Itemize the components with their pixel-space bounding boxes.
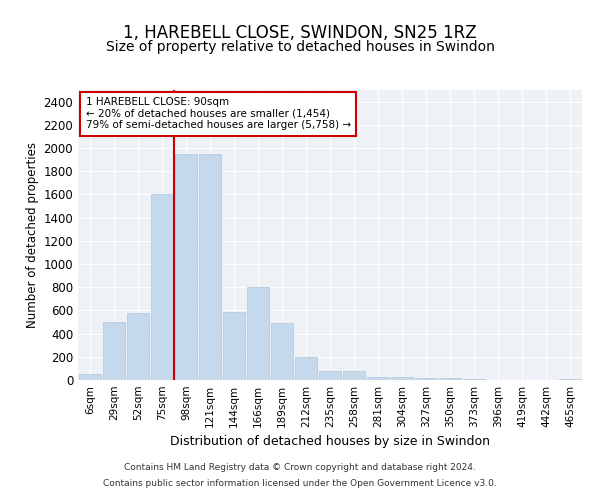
Y-axis label: Number of detached properties: Number of detached properties bbox=[26, 142, 39, 328]
Bar bbox=[343, 370, 365, 380]
Bar bbox=[367, 377, 389, 380]
Bar bbox=[175, 154, 197, 380]
Bar bbox=[295, 357, 317, 380]
Bar bbox=[415, 378, 437, 380]
Text: 1, HAREBELL CLOSE, SWINDON, SN25 1RZ: 1, HAREBELL CLOSE, SWINDON, SN25 1RZ bbox=[123, 24, 477, 42]
Text: Size of property relative to detached houses in Swindon: Size of property relative to detached ho… bbox=[106, 40, 494, 54]
Bar bbox=[319, 370, 341, 380]
X-axis label: Distribution of detached houses by size in Swindon: Distribution of detached houses by size … bbox=[170, 436, 490, 448]
Bar bbox=[271, 323, 293, 380]
Text: Contains public sector information licensed under the Open Government Licence v3: Contains public sector information licen… bbox=[103, 478, 497, 488]
Text: 1 HAREBELL CLOSE: 90sqm
← 20% of detached houses are smaller (1,454)
79% of semi: 1 HAREBELL CLOSE: 90sqm ← 20% of detache… bbox=[86, 97, 350, 130]
Text: Contains HM Land Registry data © Crown copyright and database right 2024.: Contains HM Land Registry data © Crown c… bbox=[124, 464, 476, 472]
Bar bbox=[127, 312, 149, 380]
Bar bbox=[439, 378, 461, 380]
Bar bbox=[247, 287, 269, 380]
Bar bbox=[151, 194, 173, 380]
Bar bbox=[103, 322, 125, 380]
Bar bbox=[79, 374, 101, 380]
Bar bbox=[223, 312, 245, 380]
Bar bbox=[391, 377, 413, 380]
Bar bbox=[199, 154, 221, 380]
